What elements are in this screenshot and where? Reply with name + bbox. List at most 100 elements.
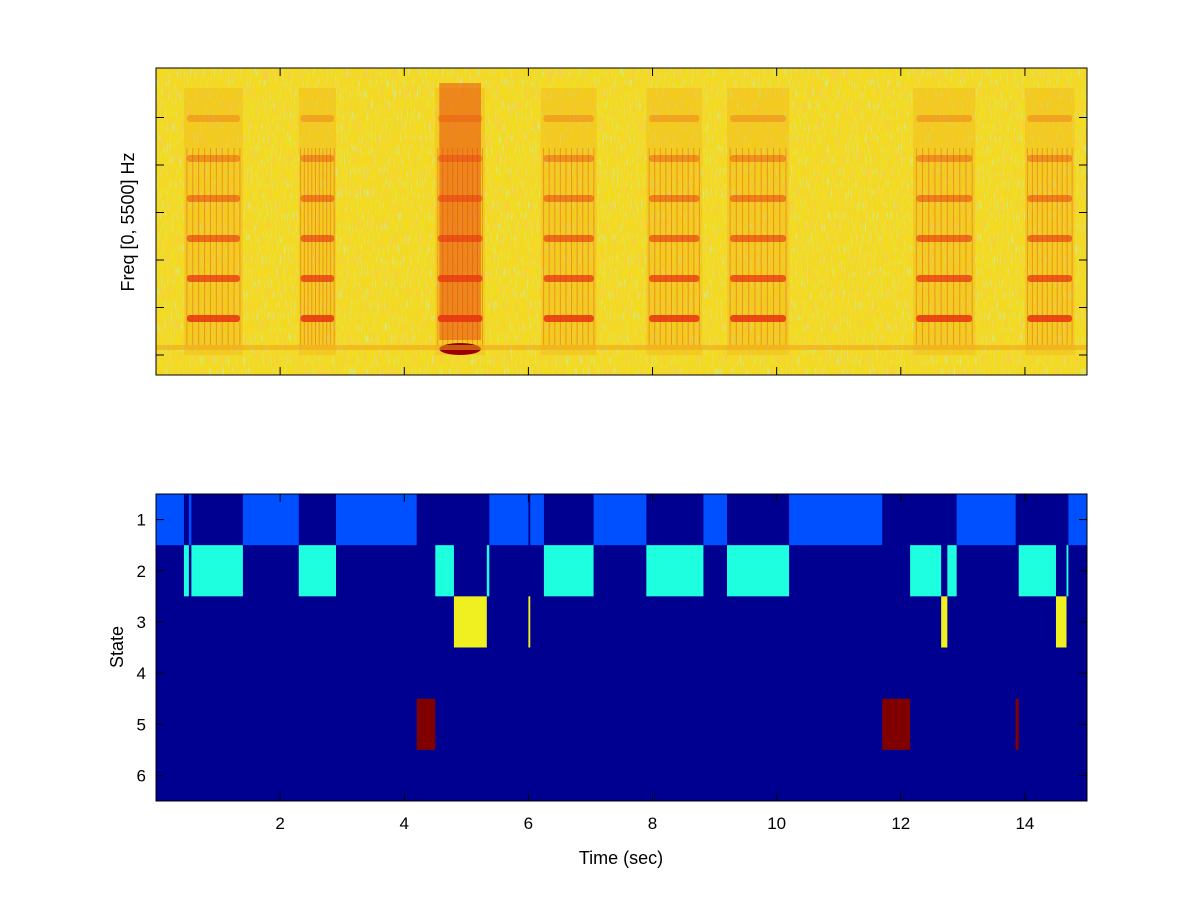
burst-harmonic xyxy=(437,235,483,242)
burst-haze xyxy=(540,88,597,355)
burst-harmonic xyxy=(649,315,700,322)
state-y-tick-label: 4 xyxy=(137,664,146,683)
spectrogram-ylabel: Freq [0, 5500] Hz xyxy=(118,152,138,291)
state-x-tick-label: 2 xyxy=(275,814,284,833)
spectrogram-ticks xyxy=(156,68,1087,375)
state-segment xyxy=(188,494,192,546)
burst-harmonic xyxy=(649,275,700,282)
spectrogram-axes-box xyxy=(155,67,1088,376)
state-x-tick-label: 12 xyxy=(891,814,910,833)
state-segment xyxy=(489,494,529,546)
burst-harmonic xyxy=(543,115,594,122)
state-x-tick-label: 6 xyxy=(524,814,533,833)
burst-harmonic xyxy=(916,235,973,242)
state-segment xyxy=(486,545,490,597)
burst-harmonic xyxy=(916,115,973,122)
state-x-tick-labels: 2 4 6 8 10 12 14 xyxy=(275,814,1034,833)
burst-harmonic xyxy=(1027,235,1073,242)
burst-harmonic xyxy=(300,235,335,242)
burst-harmonic xyxy=(186,195,240,202)
state-segment xyxy=(882,698,911,750)
state-x-tick-label: 10 xyxy=(767,814,786,833)
burst-harmonic xyxy=(300,115,335,122)
burst-haze xyxy=(646,88,703,355)
burst-harmonic xyxy=(437,315,483,322)
burst-harmonic xyxy=(186,315,240,322)
state-y-tick-label: 1 xyxy=(137,511,146,530)
state-segment xyxy=(947,545,957,597)
burst-harmonic xyxy=(1027,155,1073,162)
burst-harmonic xyxy=(649,155,700,162)
spectrogram-burst xyxy=(183,88,243,355)
burst-haze xyxy=(183,88,243,355)
state-segment xyxy=(1018,545,1056,597)
spectrogram-burst xyxy=(435,88,485,355)
burst-haze xyxy=(1024,88,1075,355)
burst-harmonic xyxy=(649,115,700,122)
burst-harmonic xyxy=(730,275,786,282)
burst-harmonic xyxy=(916,315,973,322)
state-segment xyxy=(242,494,299,546)
state-y-tick-labels: 1 2 3 4 5 6 xyxy=(137,511,146,786)
state-segment xyxy=(1055,596,1067,648)
spectrogram-image xyxy=(156,68,1087,375)
burst-harmonic xyxy=(1027,115,1073,122)
burst-harmonic xyxy=(186,275,240,282)
burst-harmonic xyxy=(543,235,594,242)
spectrogram-panel: Freq [0, 5500] Hz xyxy=(118,67,1088,376)
burst-harmonic xyxy=(543,315,594,322)
burst-harmonic xyxy=(730,195,786,202)
burst-harmonic xyxy=(1027,275,1073,282)
burst-harmonic xyxy=(186,235,240,242)
state-segment xyxy=(435,545,454,597)
burst-harmonic xyxy=(543,155,594,162)
state-segment xyxy=(1015,698,1019,750)
state-segment xyxy=(528,596,531,648)
burst-haze xyxy=(913,88,976,355)
spectrogram-lowband xyxy=(156,345,1087,350)
state-ylabel: State xyxy=(107,626,127,668)
spectrogram-burst xyxy=(727,88,790,355)
state-segment xyxy=(183,545,189,597)
state-segment xyxy=(1068,494,1087,546)
state-y-tick-label: 5 xyxy=(137,715,146,734)
burst-haze xyxy=(298,88,336,355)
state-segment xyxy=(298,545,336,597)
state-x-tick-label: 14 xyxy=(1015,814,1034,833)
state-y-tick-label: 2 xyxy=(137,562,146,581)
state-x-tick-label: 4 xyxy=(400,814,409,833)
burst-harmonic xyxy=(437,115,483,122)
burst-harmonic xyxy=(300,315,335,322)
state-y-tick-label: 6 xyxy=(137,766,146,785)
state-segment xyxy=(335,494,417,546)
spectrogram-burst xyxy=(913,88,976,355)
state-image xyxy=(156,494,1087,801)
burst-harmonic xyxy=(649,235,700,242)
state-segment xyxy=(703,494,728,546)
burst-harmonic xyxy=(300,195,335,202)
burst-harmonic xyxy=(649,195,700,202)
burst-core xyxy=(439,83,481,340)
burst-haze xyxy=(727,88,790,355)
burst-harmonic xyxy=(186,115,240,122)
state-segment xyxy=(191,545,243,597)
state-axes-box xyxy=(155,493,1088,802)
burst-harmonic xyxy=(1027,195,1073,202)
burst-harmonic xyxy=(543,195,594,202)
state-segment xyxy=(593,494,647,546)
state-segment xyxy=(543,545,594,597)
state-segment xyxy=(530,494,544,546)
burst-harmonic xyxy=(916,195,973,202)
state-segment xyxy=(1066,545,1069,597)
burst-harmonic xyxy=(300,275,335,282)
state-segment xyxy=(910,545,942,597)
burst-haze xyxy=(435,88,485,355)
burst-harmonic xyxy=(437,275,483,282)
burst-harmonic xyxy=(543,275,594,282)
burst-harmonic xyxy=(300,155,335,162)
state-y-tick-label: 3 xyxy=(137,613,146,632)
burst-harmonic xyxy=(730,115,786,122)
spectrogram-burst xyxy=(298,88,336,355)
state-ticks xyxy=(156,494,1087,801)
state-segment xyxy=(941,596,948,648)
